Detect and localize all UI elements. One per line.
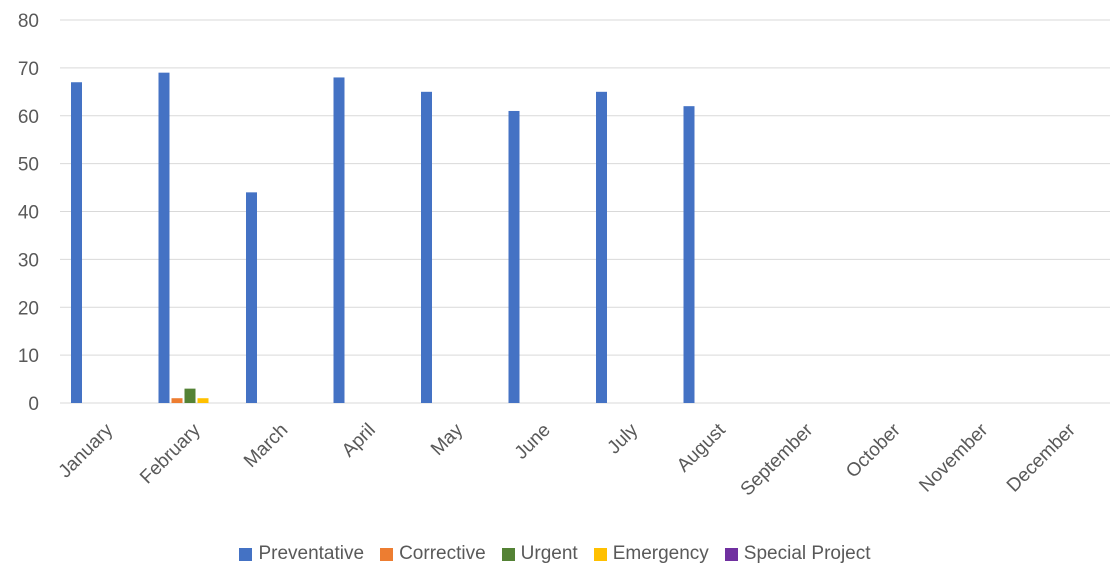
legend-swatch [380,547,394,561]
legend-swatch [239,547,253,561]
bar-preventative-june [508,110,520,404]
x-tick-label: May [427,419,468,460]
x-tick-label: November [915,419,992,496]
x-tick-label: August [673,419,730,476]
x-tick-label: January [55,419,118,482]
legend-label: Urgent [520,543,578,564]
bar-preventative-july [596,91,607,403]
x-tick-label: October [842,419,905,482]
legend-swatch [724,547,738,561]
x-tick-label: July [604,419,643,458]
bar-emergency-february [197,398,209,403]
legend-item-preventative: Preventative [239,543,364,565]
chart-legend: Preventative Corrective Urgent Emergency Spe… [0,539,1110,569]
bar-preventative-august [683,106,695,404]
legend-label: Corrective [399,543,486,564]
legend-label: Emergency [612,543,709,564]
y-tick-label: 50 [18,155,39,176]
legend-label: Special Project [743,543,871,564]
y-tick-label: 20 [18,298,39,319]
x-tick-label: September [737,419,818,500]
x-tick-label: February [136,419,205,488]
legend-item-special-project: Special Project [724,543,871,565]
bar-corrective-february [171,398,183,403]
bars [71,72,695,404]
y-tick-label: 60 [18,107,39,128]
bar-preventative-february [158,72,170,403]
legend-item-urgent: Urgent [501,543,578,565]
x-tick-label: April [338,420,380,462]
y-axis-ticks: 0 10 20 30 40 50 60 70 80 [18,11,39,415]
legend-swatch [593,547,607,561]
y-tick-label: 10 [18,346,39,367]
x-tick-label: March [240,420,292,472]
y-tick-label: 30 [18,250,39,271]
y-tick-label: 40 [18,203,39,224]
x-tick-label: June [511,420,555,464]
bar-preventative-january [71,82,82,404]
gridlines [60,19,1110,404]
legend-item-corrective: Corrective [380,543,486,565]
bar-preventative-april [333,77,345,403]
x-axis-ticks: January February March April May June July Augu… [55,419,1081,500]
y-tick-label: 80 [18,11,39,32]
bar-preventative-may [421,91,432,403]
bar-preventative-march [246,192,257,403]
y-tick-label: 70 [18,59,39,80]
legend-label: Preventative [258,543,365,564]
chart-plot: 0 10 20 30 40 50 60 70 80 January February March Ap… [18,11,1110,500]
y-tick-label: 0 [28,394,39,415]
legend-swatch [501,547,515,561]
bar-urgent-february [184,388,196,403]
x-tick-label: December [1003,419,1080,496]
legend-item-emergency: Emergency [593,543,709,565]
